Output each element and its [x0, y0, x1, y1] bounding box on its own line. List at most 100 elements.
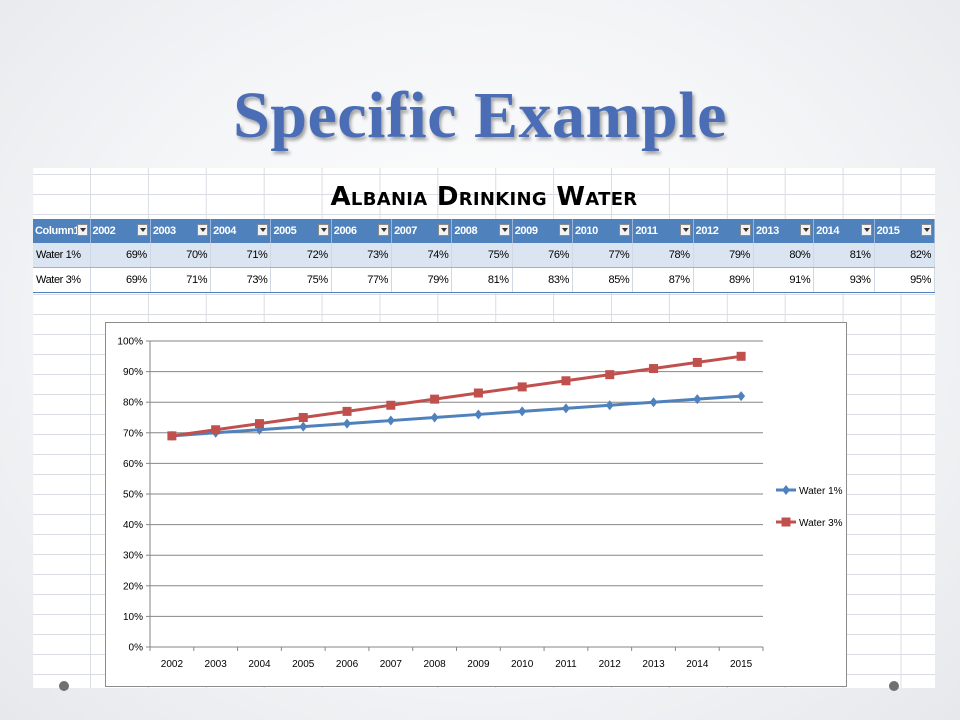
table-cell[interactable]: 91% [753, 267, 815, 293]
data-point [299, 421, 308, 432]
table-cell[interactable]: 79% [391, 267, 453, 293]
table-cell[interactable]: 70% [150, 243, 212, 268]
table-cell[interactable]: 75% [451, 243, 513, 268]
data-point [474, 409, 483, 420]
column-header-2005[interactable]: 2005 [270, 219, 332, 243]
table-header-row: Column1 2002 2003 2004 2005 2006 2007 2008 2009 2… [33, 219, 936, 243]
column-header-text: 2010 [575, 225, 598, 237]
table-cell[interactable]: 85% [572, 267, 634, 293]
table-cell[interactable]: 83% [512, 267, 574, 293]
column-header-text: 2006 [333, 225, 357, 237]
column-header-2002[interactable]: 2002 [90, 219, 151, 243]
table-cell[interactable]: 82% [874, 243, 936, 268]
data-point [605, 370, 615, 380]
filter-dropdown-icon[interactable] [197, 224, 209, 236]
row-label[interactable]: Water 3% [33, 267, 91, 293]
filter-dropdown-icon[interactable] [498, 224, 510, 236]
data-point [430, 394, 440, 404]
filter-dropdown-icon[interactable] [800, 224, 812, 236]
table-cell[interactable]: 75% [270, 267, 332, 293]
filter-dropdown-icon[interactable] [438, 224, 450, 236]
column-header-text: 2004 [213, 225, 236, 237]
column-header-2009[interactable]: 2009 [512, 219, 574, 243]
chart-svg: 0% 10% 20% 30% 40% 50% 60% 70% 80% 90% 100% 2002 200… [117, 337, 843, 671]
table-cell[interactable]: 81% [451, 267, 513, 293]
data-point [342, 406, 352, 416]
data-point [473, 388, 483, 398]
x-tick-label: 2014 [686, 659, 709, 670]
data-point [167, 431, 177, 441]
legend-label: Water 3% [799, 518, 843, 529]
column-header-label[interactable]: Column1 [33, 219, 91, 243]
column-header-2008[interactable]: 2008 [451, 219, 513, 243]
x-tick-label: 2002 [161, 659, 184, 670]
column-header-2007[interactable]: 2007 [391, 219, 453, 243]
y-tick-label: 20% [123, 581, 143, 592]
x-tick-label: 2013 [642, 659, 665, 670]
table-cell[interactable]: 89% [693, 267, 754, 293]
filter-dropdown-icon[interactable] [921, 224, 932, 236]
filter-dropdown-icon[interactable] [257, 224, 269, 236]
x-tick-label: 2010 [511, 659, 534, 670]
filter-dropdown-icon[interactable] [76, 224, 88, 236]
table-cell[interactable]: 78% [632, 243, 694, 268]
table-cell[interactable]: 81% [813, 243, 875, 268]
table-cell[interactable]: 69% [90, 243, 151, 268]
filter-dropdown-icon[interactable] [317, 224, 329, 236]
column-header-2004[interactable]: 2004 [210, 219, 272, 243]
filter-dropdown-icon[interactable] [739, 224, 751, 236]
table-cell[interactable]: 87% [632, 267, 694, 293]
filter-dropdown-icon[interactable] [136, 224, 148, 236]
column-header-2013[interactable]: 2013 [753, 219, 815, 243]
table-cell[interactable]: 77% [331, 267, 393, 293]
data-point [649, 364, 659, 374]
column-header-2015[interactable]: 2015 [874, 219, 936, 243]
data-point [737, 391, 746, 402]
data-point [605, 400, 614, 411]
x-tick-label: 2004 [248, 659, 271, 670]
table-cell[interactable]: 71% [150, 267, 212, 293]
data-table: Column1 2002 2003 2004 2005 2006 2007 2008 2009 2… [33, 219, 936, 293]
column-header-2010[interactable]: 2010 [572, 219, 634, 243]
column-header-2003[interactable]: 2003 [150, 219, 212, 243]
data-point [430, 412, 439, 423]
y-tick-label: 50% [123, 490, 143, 501]
table-row: Water 1% 69% 70% 71% 72% 73% 74% 75% 76% 77% 78% 79… [33, 243, 936, 268]
table-row: Water 3% 69% 71% 73% 75% 77% 79% 81% 83% 85% 87% 89… [33, 267, 936, 293]
column-header-text: 2012 [695, 225, 719, 237]
column-header-2006[interactable]: 2006 [331, 219, 393, 243]
column-header-2014[interactable]: 2014 [813, 219, 875, 243]
filter-dropdown-icon[interactable] [679, 224, 691, 236]
table-cell[interactable]: 95% [874, 267, 936, 293]
table-cell[interactable]: 80% [753, 243, 815, 268]
table-cell[interactable]: 72% [270, 243, 332, 268]
table-cell[interactable]: 77% [572, 243, 634, 268]
table-cell[interactable]: 73% [331, 243, 393, 268]
y-tick-label: 70% [123, 428, 143, 439]
data-point [561, 376, 571, 386]
y-tick-label: 30% [123, 551, 143, 562]
table-cell[interactable]: 79% [693, 243, 754, 268]
series-line-2 [171, 354, 742, 438]
x-tick-label: 2015 [730, 659, 753, 670]
row-label[interactable]: Water 1% [33, 243, 91, 268]
column-header-2011[interactable]: 2011 [632, 219, 694, 243]
table-cell[interactable]: 73% [210, 267, 272, 293]
data-point [736, 351, 746, 361]
filter-dropdown-icon[interactable] [619, 224, 631, 236]
table-cell[interactable]: 74% [391, 243, 453, 268]
data-point [649, 397, 658, 408]
table-cell[interactable]: 76% [512, 243, 574, 268]
filter-dropdown-icon[interactable] [559, 224, 570, 236]
table-cell[interactable]: 93% [813, 267, 875, 293]
table-title: Albania Drinking Water [330, 182, 638, 212]
data-point [561, 403, 570, 414]
filter-dropdown-icon[interactable] [860, 224, 872, 236]
table-cell[interactable]: 71% [210, 243, 272, 268]
table-cell[interactable]: 69% [90, 267, 151, 293]
y-tick-label: 100% [117, 337, 143, 348]
data-point [386, 400, 396, 410]
filter-dropdown-icon[interactable] [378, 224, 390, 236]
data-point [343, 418, 352, 429]
column-header-2012[interactable]: 2012 [693, 219, 754, 243]
